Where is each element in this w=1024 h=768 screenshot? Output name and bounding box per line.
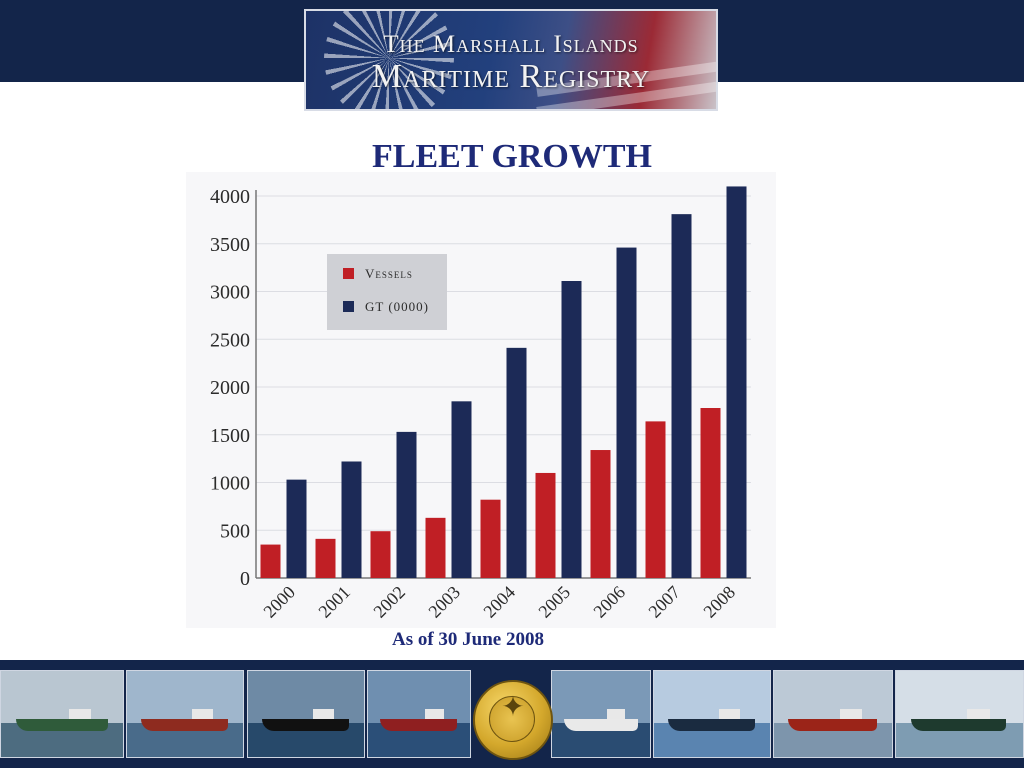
bar-gt [671,214,692,578]
bar-vessels [645,421,666,578]
ship-superstructure [69,709,91,719]
bar-gt [451,401,472,578]
bar-vessels [260,544,281,578]
y-tick-label: 1500 [210,425,250,447]
bar-gt [341,461,362,578]
ship-superstructure [719,709,740,719]
photo-ship-2 [126,670,244,758]
logo-line-2: Maritime Registry [371,58,651,95]
bar-gt [616,247,637,578]
photo-ship-1 [0,670,124,758]
ship-superstructure [192,709,213,719]
y-tick-label: 3500 [210,234,250,256]
ship-icon [141,719,228,731]
bar-vessels [315,538,336,578]
y-tick-label: 0 [240,568,250,590]
bar-vessels [370,531,391,578]
logo-line-1: The Marshall Islands [383,31,639,58]
y-tick-label: 2500 [210,329,250,351]
x-tick-label: 2001 [314,582,354,622]
bar-vessels [425,517,446,578]
page-title: FLEET GROWTH [372,138,652,175]
y-tick-label: 4000 [210,186,250,208]
compass-rose-icon: ✦ [501,690,525,723]
x-tick-label: 2004 [479,582,519,622]
ship-icon [380,719,457,731]
bar-gt [286,479,307,578]
seal-inner-ring [489,696,535,742]
starburst-icon [324,11,454,109]
x-tick-label: 2002 [369,582,409,622]
registry-logo: The Marshall Islands Maritime Registry [304,9,718,111]
chart-svg: 0 500 1000 1500 2000 2500 3000 3500 4000 2000 2001… [210,186,751,622]
x-tick-label: 2000 [259,582,299,622]
ship-superstructure [425,709,444,719]
ship-superstructure [607,709,625,719]
x-tick-label: 2008 [699,582,739,622]
photo-ship-5 [551,670,651,758]
ship-icon [262,719,349,731]
x-tick-label: 2007 [644,582,684,622]
y-tick-label: 3000 [210,282,250,304]
ship-photo-strip [0,670,1024,758]
bar-vessels [590,450,611,578]
ship-icon [668,719,755,731]
ship-superstructure [967,709,990,719]
ship-icon [911,719,1006,731]
photo-ship-7 [773,670,893,758]
bar-gt [506,347,527,578]
ship-superstructure [840,709,862,719]
ship-icon [564,719,638,731]
x-tick-label: 2006 [589,582,629,622]
bar-gt [726,186,747,578]
photo-ship-3 [247,670,365,758]
legend-box [327,254,447,330]
legend-swatch [343,301,354,312]
bar-vessels [480,499,501,578]
bar-vessels [535,472,556,578]
y-tick-label: 2000 [210,377,250,399]
bar-gt [396,431,417,578]
photo-ship-6 [653,670,771,758]
x-tick-label: 2005 [534,582,574,622]
as-of-note: As of 30 June 2008 [391,629,544,650]
ship-icon [788,719,877,731]
ship-icon [16,719,108,731]
fleet-growth-chart: 0 500 1000 1500 2000 2500 3000 3500 4000 2000 2001… [186,172,776,628]
x-tick-label: 2003 [424,582,464,622]
y-tick-label: 500 [220,520,250,542]
y-tick-label: 1000 [210,473,250,495]
bar-gt [561,280,582,578]
legend-label: Vessels [365,266,413,281]
ship-superstructure [313,709,334,719]
international-registries-seal: ✦ [473,680,553,760]
photo-ship-8 [895,670,1024,758]
photo-ship-4 [367,670,471,758]
legend-swatch [343,268,354,279]
bar-vessels [700,408,721,578]
legend-label: GT (0000) [365,299,429,314]
